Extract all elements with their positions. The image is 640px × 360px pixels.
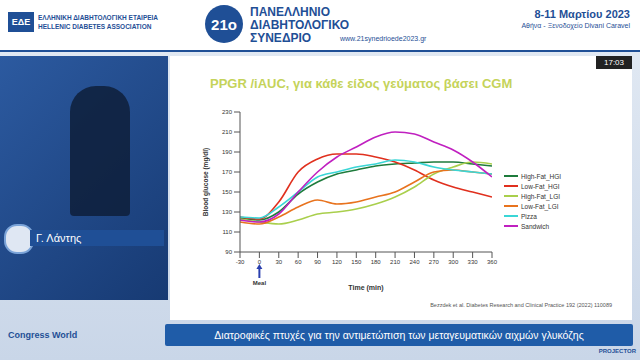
svg-text:Time (min): Time (min) — [348, 284, 383, 292]
svg-text:240: 240 — [409, 259, 420, 265]
svg-text:150: 150 — [222, 189, 233, 195]
html-text:Pizza: Pizza — [521, 212, 537, 220]
html-text:Διατροφικές πτυχές για την αντ: Διατροφικές πτυχές για την αντιμετώπιση … — [214, 329, 584, 341]
svg-text:270: 270 — [429, 259, 440, 265]
svg-text:150: 150 — [351, 259, 362, 265]
svg-text:130: 130 — [222, 209, 233, 215]
svg-text:30: 30 — [275, 259, 282, 265]
html-text:Bezzdek et al. Diabetes Resear: Bezzdek et al. Diabetes Research and Cli… — [430, 302, 612, 308]
svg-text:Blood glucose (mg/dl): Blood glucose (mg/dl) — [202, 148, 210, 216]
svg-text:110: 110 — [222, 229, 232, 235]
html-text:www.21synedrioede2023.gr: www.21synedrioede2023.gr — [340, 35, 427, 42]
html-text:PROJECTOR: PROJECTOR — [598, 348, 636, 354]
html-text:Sandwich: Sandwich — [521, 222, 550, 230]
html-text:ΠΑΝΕΛΛΗΝΙΟ ΔΙΑΒΗΤΟΛΟΓΙΚΟ ΣΥΝΕΔ: ΠΑΝΕΛΛΗΝΙΟ ΔΙΑΒΗΤΟΛΟΓΙΚΟ ΣΥΝΕΔΡΙΟ — [250, 5, 350, 45]
html-text:HELLENIC DIABETES ASSOCIATION: HELLENIC DIABETES ASSOCIATION — [38, 23, 152, 30]
svg-text:170: 170 — [222, 169, 233, 175]
html-text:High-Fat_HGI: High-Fat_HGI — [521, 172, 562, 180]
html-text:8-11 Μαρτίου 2023: 8-11 Μαρτίου 2023 — [534, 8, 630, 20]
svg-text:90: 90 — [314, 259, 321, 265]
svg-text:-30: -30 — [236, 259, 245, 265]
svg-text:210: 210 — [222, 129, 233, 135]
svg-text:Meal: Meal — [253, 280, 267, 286]
html-text:21ο: 21ο — [211, 15, 237, 33]
svg-text:330: 330 — [468, 259, 479, 265]
svg-text:0: 0 — [258, 259, 262, 265]
svg-text:190: 190 — [222, 149, 233, 155]
html-text:17:03: 17:03 — [604, 58, 624, 67]
html-text:Αθήνα - Ξενοδοχείο Divani Cara: Αθήνα - Ξενοδοχείο Divani Caravel — [521, 22, 630, 29]
html-text:High-Fat_LGI: High-Fat_LGI — [521, 192, 560, 200]
html-text:ΕΔΕ: ΕΔΕ — [11, 17, 31, 27]
html-text:Congress World: Congress World — [8, 330, 78, 340]
svg-text:360: 360 — [487, 259, 498, 265]
svg-text:210: 210 — [390, 259, 401, 265]
svg-text:60: 60 — [295, 259, 302, 265]
svg-text:90: 90 — [225, 249, 232, 255]
svg-text:300: 300 — [448, 259, 459, 265]
svg-text:230: 230 — [222, 109, 233, 115]
svg-text:120: 120 — [332, 259, 343, 265]
html-text:Low-Fat_LGI: Low-Fat_LGI — [521, 202, 559, 210]
html-text:Low-Fat_HGI: Low-Fat_HGI — [521, 182, 560, 190]
html-text:PPGR /iAUC, για κάθε είδος γεύ: PPGR /iAUC, για κάθε είδος γεύματος βάσε… — [210, 76, 513, 91]
html-text:ΕΛΛΗΝΙΚΗ ΔΙΑΒΗΤΟΛΟΓΙΚΗ ΕΤΑΙΡΕΙ: ΕΛΛΗΝΙΚΗ ΔΙΑΒΗΤΟΛΟΓΙΚΗ ΕΤΑΙΡΕΙΑ — [38, 14, 159, 21]
html-text:Γ. Λάντης: Γ. Λάντης — [36, 232, 82, 244]
svg-text:180: 180 — [371, 259, 382, 265]
